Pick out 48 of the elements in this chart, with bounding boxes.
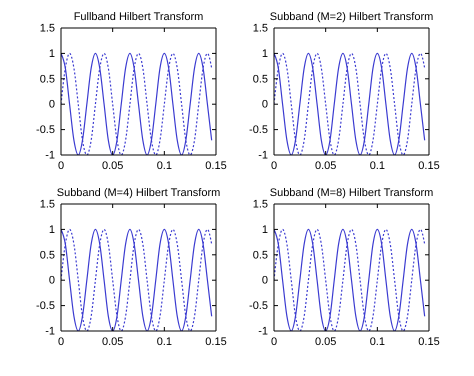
line-series (61, 228, 212, 331)
y-tick-label: 0 (262, 98, 268, 111)
x-tick-label: 0 (270, 160, 278, 172)
x-tick-label: 0.1 (156, 336, 172, 348)
x-tick-label: 0.05 (102, 336, 124, 348)
chart-title: Subband (M=8) Hilbert Transform (270, 187, 434, 199)
y-tick-label: 1.5 (252, 22, 268, 35)
chart-title: Subband (M=4) Hilbert Transform (56, 187, 220, 199)
x-tick-label: 0.05 (314, 160, 336, 172)
y-tick-label: 1 (48, 48, 55, 60)
y-tick-label: 0 (48, 98, 55, 111)
y-tick-label: 1 (48, 224, 55, 236)
y-tick-label: 0.5 (40, 249, 55, 262)
y-tick-label: 1 (262, 48, 268, 60)
x-tick-label: 0.15 (418, 336, 440, 348)
x-tick-label: 0.15 (205, 160, 227, 172)
x-tick-label: 0.1 (370, 336, 385, 348)
y-tick-label: -1 (258, 326, 268, 338)
y-tick-label: -0.5 (36, 124, 55, 136)
chart-title: Fullband Hilbert Transform (74, 11, 204, 23)
x-tick-label: 0 (58, 160, 64, 172)
y-tick-label: 1.5 (40, 198, 55, 211)
y-tick-label: -0.5 (249, 124, 268, 136)
x-tick-label: 0.1 (370, 160, 385, 172)
y-tick-label: 1.5 (252, 198, 268, 211)
y-tick-label: -1 (258, 150, 268, 162)
x-tick-label: 0 (270, 336, 278, 348)
line-series (274, 52, 426, 155)
y-tick-label: 0 (48, 274, 55, 287)
y-tick-label: 0.5 (252, 249, 268, 262)
chart-title: Subband (M=2) Hilbert Transform (270, 11, 434, 23)
x-tick-label: 0.1 (156, 160, 172, 172)
y-tick-label: -1 (45, 326, 55, 338)
y-tick-label: -0.5 (249, 300, 268, 312)
x-tick-label: 0 (58, 336, 64, 348)
line-series (61, 52, 212, 155)
x-tick-label: 0.15 (418, 160, 440, 172)
line-series (274, 228, 426, 331)
x-tick-label: 0.15 (205, 336, 227, 348)
x-tick-label: 0.05 (102, 160, 124, 172)
y-tick-label: 0.5 (40, 73, 55, 86)
y-tick-label: -0.5 (36, 300, 55, 312)
y-tick-label: 1 (262, 224, 268, 236)
x-tick-label: 0.05 (314, 336, 336, 348)
y-tick-label: 1.5 (40, 22, 55, 35)
y-tick-label: -1 (45, 150, 55, 162)
y-tick-label: 0.5 (252, 73, 268, 86)
y-tick-label: 0 (262, 274, 268, 287)
